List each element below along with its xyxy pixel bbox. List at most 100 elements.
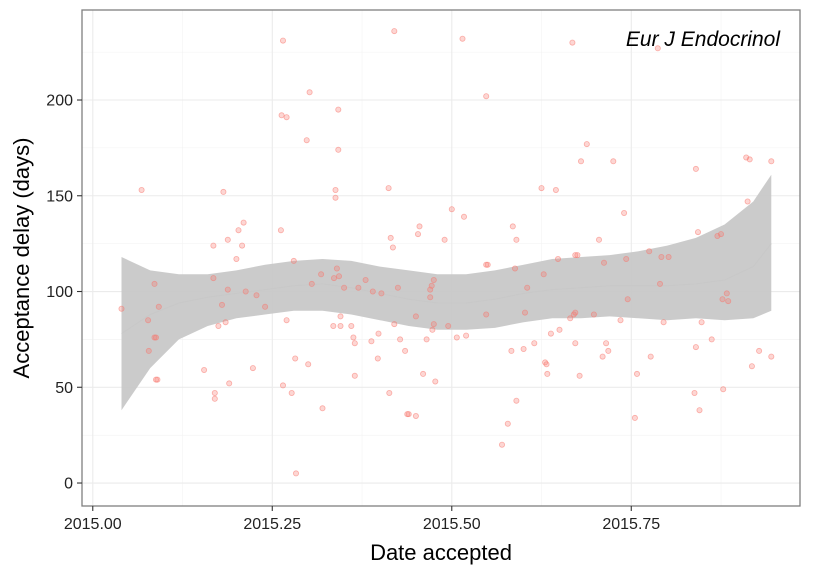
data-point: [768, 353, 775, 360]
confidence-band: [121, 174, 772, 411]
data-point: [222, 319, 229, 326]
data-point: [375, 330, 382, 337]
data-point: [152, 334, 159, 341]
data-point: [337, 313, 344, 320]
data-point: [362, 276, 369, 283]
journal-annotation: Eur J Endocrinol: [626, 28, 781, 51]
data-point: [483, 93, 490, 100]
data-point: [305, 361, 312, 368]
data-point: [292, 355, 299, 362]
data-point: [218, 301, 225, 308]
data-point: [623, 255, 630, 262]
data-point: [544, 370, 551, 377]
data-point: [368, 338, 375, 345]
data-point: [524, 284, 531, 291]
data-point: [696, 407, 703, 414]
data-point: [374, 355, 381, 362]
data-point: [512, 265, 519, 272]
data-point: [520, 345, 527, 352]
data-point: [538, 185, 545, 192]
data-point: [333, 265, 340, 272]
data-point: [210, 275, 217, 282]
data-point: [522, 309, 529, 316]
data-point: [576, 372, 583, 379]
data-point: [303, 137, 310, 144]
data-point: [235, 227, 242, 234]
data-point: [508, 347, 515, 354]
data-point: [278, 112, 285, 119]
y-axis: 0 50 100 150 200: [46, 93, 82, 493]
data-point: [335, 106, 342, 113]
data-point: [459, 35, 466, 42]
data-point: [233, 255, 240, 262]
data-point: [210, 242, 217, 249]
data-point: [748, 363, 755, 370]
data-point: [572, 252, 579, 259]
data-point: [509, 223, 516, 230]
x-axis: 2015.00 2015.25 2015.50 2015.75: [64, 506, 660, 533]
data-point: [350, 334, 357, 341]
data-point: [378, 290, 385, 297]
data-point: [397, 336, 404, 343]
y-tick-label: 200: [46, 93, 73, 110]
data-point: [405, 411, 412, 418]
data-point: [332, 194, 339, 201]
data-point: [394, 284, 401, 291]
data-point: [385, 185, 392, 192]
data-point: [288, 389, 295, 396]
data-point: [391, 321, 398, 328]
data-point: [412, 412, 419, 419]
data-point: [725, 298, 732, 305]
data-points: [118, 28, 775, 477]
data-point: [335, 146, 342, 153]
data-point: [596, 236, 603, 243]
data-point: [428, 282, 435, 289]
data-point: [572, 309, 579, 316]
data-point: [389, 244, 396, 251]
data-point: [308, 280, 315, 287]
data-point: [242, 288, 249, 295]
x-tick-label: 2015.00: [64, 516, 122, 533]
data-point: [290, 257, 297, 264]
data-point: [657, 280, 664, 287]
data-point: [145, 317, 152, 324]
data-point: [416, 223, 423, 230]
x-axis-title: Date accepted: [370, 540, 512, 565]
data-point: [355, 284, 362, 291]
data-point: [647, 353, 654, 360]
data-point: [547, 330, 554, 337]
y-tick-label: 100: [46, 284, 73, 301]
y-axis-title: Acceptance delay (days): [9, 138, 34, 379]
data-point: [719, 296, 726, 303]
data-point: [720, 386, 727, 393]
data-point: [654, 45, 661, 52]
data-point: [412, 313, 419, 320]
plot-border: [81, 9, 801, 507]
data-point: [574, 252, 581, 259]
data-point: [484, 261, 491, 268]
data-point: [695, 229, 702, 236]
data-point: [555, 255, 562, 262]
data-point: [330, 275, 337, 282]
data-point: [215, 322, 222, 329]
data-point: [151, 334, 158, 341]
data-point: [154, 376, 161, 383]
data-point: [277, 227, 284, 234]
data-point: [337, 322, 344, 329]
data-point: [718, 231, 725, 238]
data-point: [583, 141, 590, 148]
data-point: [483, 261, 490, 268]
data-point: [145, 347, 152, 354]
data-point: [658, 253, 665, 260]
data-point: [262, 303, 269, 310]
data-point: [249, 365, 256, 372]
data-point: [569, 39, 576, 46]
data-point: [240, 219, 247, 226]
data-point: [610, 158, 617, 165]
data-point: [283, 317, 290, 324]
data-point: [423, 336, 430, 343]
data-point: [201, 366, 208, 373]
data-point: [427, 294, 434, 301]
data-point: [239, 242, 246, 249]
data-point: [498, 441, 505, 448]
